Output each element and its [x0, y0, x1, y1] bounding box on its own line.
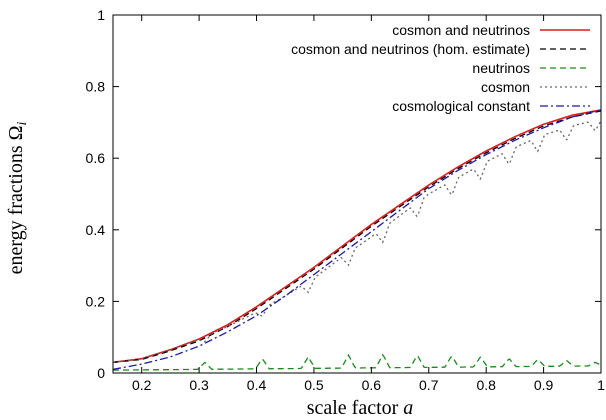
- legend-label-3: neutrinos: [472, 60, 530, 76]
- legend: cosmon and neutrinos cosmon and neutrinos…: [291, 22, 590, 114]
- axes-layer: 0.2 0.3 0.4 0.5 0.6 0.7 0.8 0.9 1 0 0.2 0.4 0.6 0.8 1: [86, 7, 606, 393]
- legend-label-5: cosmological constant: [392, 98, 530, 114]
- series-layer: [112, 109, 602, 371]
- y-tick-label: 0.6: [86, 150, 106, 166]
- x-tick-label: 0.9: [534, 377, 554, 393]
- legend-label-1: cosmon and neutrinos: [392, 22, 530, 38]
- legend-label-4: cosmon: [481, 79, 530, 95]
- series-line-5: [112, 109, 602, 371]
- y-axis-title-sub: i: [15, 122, 30, 126]
- y-tick-label: 0.2: [86, 293, 106, 309]
- x-tick-label: 0.6: [362, 377, 382, 393]
- legend-label-2: cosmon and neutrinos (hom. estimate): [291, 41, 530, 57]
- x-tick-label: 0.5: [304, 377, 324, 393]
- x-tick-label: 0.2: [132, 377, 152, 393]
- x-tick-label: 0.4: [247, 377, 267, 393]
- x-axis-title: scale factor a: [307, 397, 414, 419]
- series-line-3: [113, 353, 602, 371]
- x-tick-label: 0.8: [476, 377, 496, 393]
- y-tick-label: 0.4: [86, 222, 106, 238]
- series-line-4: [112, 120, 602, 363]
- series-line-1: [112, 109, 602, 364]
- x-axis-title-var: a: [403, 397, 413, 419]
- y-tick-label: 0.8: [86, 79, 106, 95]
- series-line-2: [112, 110, 602, 363]
- y-axis-title: energy fractions Ωi: [5, 122, 30, 275]
- x-tick-label: 1: [597, 377, 605, 393]
- x-tick-label: 0.3: [189, 377, 209, 393]
- x-axis-title-text: scale factor: [307, 397, 399, 419]
- x-tick-label: 0.7: [419, 377, 439, 393]
- y-tick-label: 0: [97, 365, 105, 381]
- plot-frame: [112, 14, 602, 374]
- y-axis-title-text: energy fractions Ω: [5, 126, 27, 275]
- y-tick-label: 1: [97, 7, 105, 23]
